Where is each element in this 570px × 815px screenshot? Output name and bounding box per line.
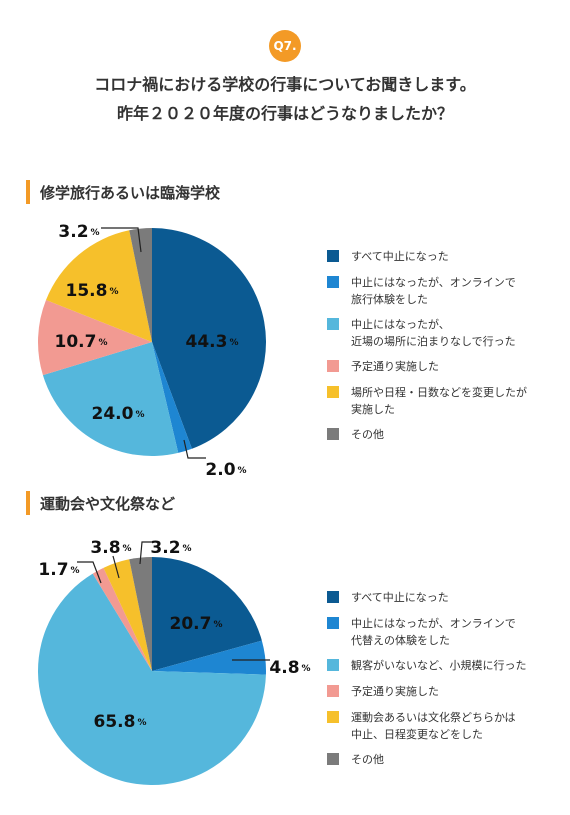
legend-item: 観客がいないなど、小規模に行った bbox=[327, 657, 526, 674]
legend-swatch bbox=[327, 318, 339, 330]
slice-value-label: 10.7% bbox=[55, 332, 108, 352]
legend-swatch bbox=[327, 711, 339, 723]
legend-label: 観客がいないなど、小規模に行った bbox=[351, 659, 527, 672]
legend-label: その他 bbox=[351, 428, 384, 441]
question-line-2: 昨年２０２０年度の行事はどうなりましたか？ bbox=[116, 104, 453, 123]
slice-value-label: 3.2% bbox=[58, 222, 99, 242]
legend-swatch bbox=[327, 386, 339, 398]
slice-leader-line bbox=[139, 541, 154, 565]
legend-label: その他 bbox=[351, 753, 384, 766]
pie-slice bbox=[37, 300, 152, 376]
legend-label: 予定通り実施した bbox=[351, 360, 439, 373]
slice-value-label: 4.8% bbox=[269, 658, 310, 678]
legend-label: すべて中止になった bbox=[351, 591, 449, 604]
section-accent-bar bbox=[26, 180, 30, 204]
pie-slice bbox=[92, 567, 152, 671]
legend-item: 中止にはなったが、オンラインで 代替えの体験をした bbox=[327, 615, 516, 649]
question-line-1: コロナ禍における学校の行事についてお聞きします。 bbox=[94, 75, 476, 94]
legend-item: 予定通り実施した bbox=[327, 358, 439, 375]
slice-leader-line bbox=[101, 227, 142, 253]
legend-label: 中止にはなったが、オンラインで 代替えの体験をした bbox=[351, 617, 516, 647]
legend-label: 中止にはなったが、 近場の場所に泊まりなしで行った bbox=[351, 318, 516, 348]
pie-slice bbox=[103, 559, 152, 671]
pie-slice bbox=[129, 557, 152, 671]
slice-value-label: 15.8% bbox=[66, 281, 119, 301]
legend-item: 予定通り実施した bbox=[327, 683, 439, 700]
pie-slice bbox=[42, 342, 179, 456]
legend-label: 中止にはなったが、オンラインで 旅行体験をした bbox=[351, 276, 516, 306]
legend-swatch bbox=[327, 617, 339, 629]
slice-leader-line bbox=[183, 439, 206, 459]
legend-item: その他 bbox=[327, 751, 384, 768]
slice-value-label: 1.7% bbox=[38, 560, 79, 580]
legend-item: すべて中止になった bbox=[327, 589, 449, 606]
slice-value-label: 3.2% bbox=[150, 538, 191, 558]
pie-slice bbox=[37, 573, 266, 785]
question-number-badge: Q7. bbox=[269, 30, 301, 62]
legend-swatch bbox=[327, 250, 339, 262]
slice-value-label: 2.0% bbox=[205, 460, 246, 480]
slice-value-label: 3.8% bbox=[90, 538, 131, 558]
legend-swatch bbox=[327, 753, 339, 765]
section-title-text: 運動会や文化祭など bbox=[40, 494, 176, 513]
legend-swatch bbox=[327, 591, 339, 603]
legend-item: 中止にはなったが、オンラインで 旅行体験をした bbox=[327, 274, 516, 308]
legend-item: 運動会あるいは文化祭どちらかは 中止、日程変更などをした bbox=[327, 709, 516, 743]
legend-swatch bbox=[327, 659, 339, 671]
pie-slice bbox=[152, 557, 262, 671]
slice-value-label: 44.3% bbox=[186, 332, 239, 352]
legend-label: 運動会あるいは文化祭どちらかは 中止、日程変更などをした bbox=[351, 711, 516, 741]
legend-swatch bbox=[327, 360, 339, 372]
legend-label: 予定通り実施した bbox=[351, 685, 439, 698]
section-title-text: 修学旅行あるいは臨海学校 bbox=[40, 183, 221, 202]
legend-item: その他 bbox=[327, 426, 384, 443]
section-title-school-trip: 修学旅行あるいは臨海学校 bbox=[26, 180, 220, 204]
slice-value-label: 20.7% bbox=[170, 614, 223, 634]
legend-item: 場所や日程・日数などを変更したが 実施した bbox=[327, 384, 527, 418]
slice-value-label: 65.8% bbox=[94, 712, 147, 732]
legend-swatch bbox=[327, 685, 339, 697]
slice-leader-line bbox=[77, 561, 102, 584]
section-title-events: 運動会や文化祭など bbox=[26, 491, 175, 515]
pie-slice bbox=[152, 342, 192, 453]
legend-label: すべて中止になった bbox=[351, 250, 449, 263]
section-accent-bar bbox=[26, 491, 30, 515]
legend-item: すべて中止になった bbox=[327, 248, 449, 265]
pie-slice bbox=[129, 228, 152, 342]
legend-item: 中止にはなったが、 近場の場所に泊まりなしで行った bbox=[327, 316, 516, 350]
legend-swatch bbox=[327, 276, 339, 288]
legend-swatch bbox=[327, 428, 339, 440]
pie-slice bbox=[46, 230, 153, 342]
pie-slice bbox=[152, 640, 266, 675]
slice-value-label: 24.0% bbox=[92, 404, 145, 424]
pie-slice bbox=[152, 227, 267, 449]
legend-label: 場所や日程・日数などを変更したが 実施した bbox=[351, 386, 527, 416]
slice-leader-line bbox=[112, 555, 120, 579]
